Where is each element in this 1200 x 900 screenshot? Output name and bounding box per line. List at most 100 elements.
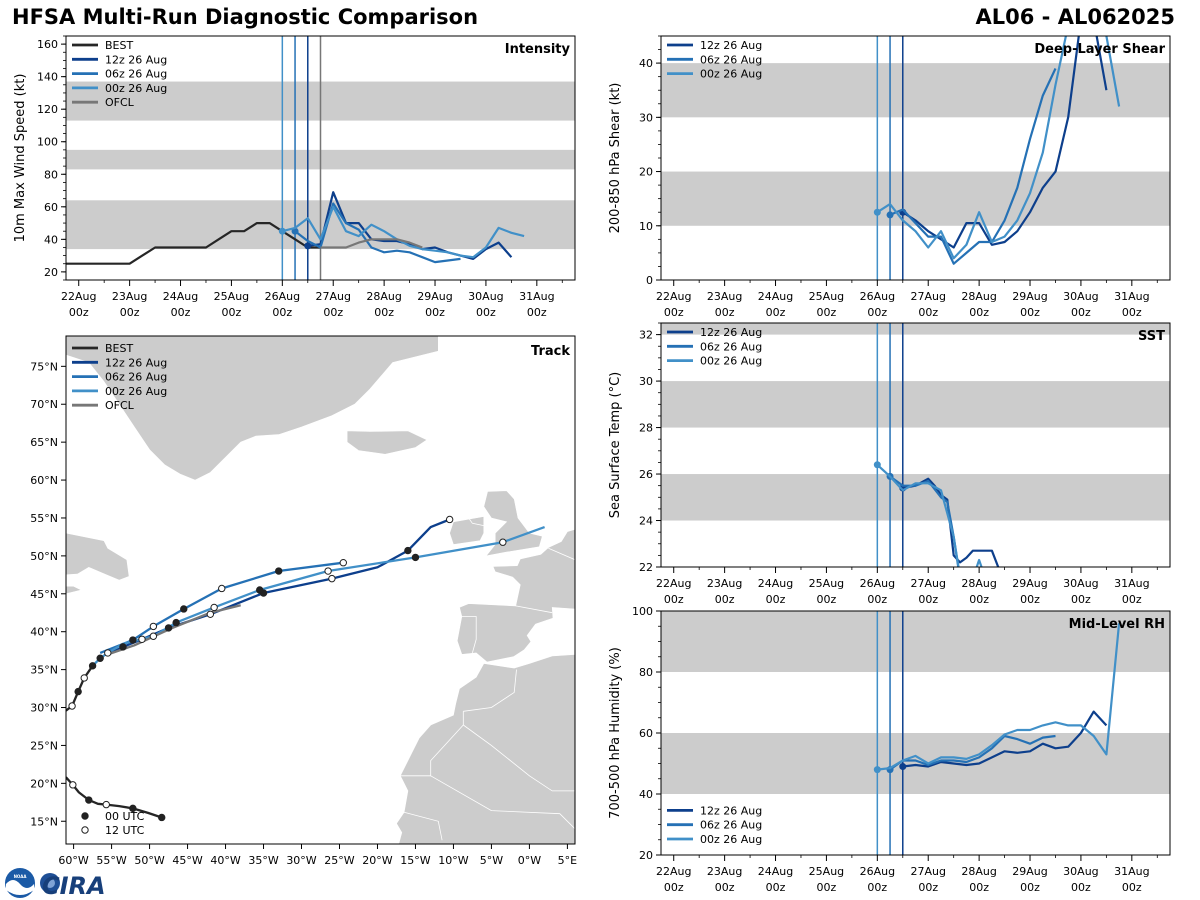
sst-shade-band <box>661 323 1170 335</box>
rh-xtick-day-label: 27Aug <box>910 865 945 878</box>
rh-ytick-label: 100 <box>632 605 653 618</box>
rh-legend-label: 00z 26 Aug <box>700 833 762 846</box>
shear-xtick-day-label: 29Aug <box>1012 290 1047 303</box>
sst-ytick-label: 22 <box>639 561 653 574</box>
rh-ylabel: 700-500 hPa Humidity (%) <box>608 647 623 819</box>
country-border <box>468 517 484 526</box>
track-line-best <box>66 776 163 819</box>
shear-legend-label: 12z 26 Aug <box>700 39 762 52</box>
shear-series-run06z <box>889 68 1057 265</box>
sst-ylabel: Sea Surface Temp (°C) <box>608 372 623 519</box>
sst-legend-label: 06z 26 Aug <box>700 340 762 353</box>
shear-xtick-day-label: 24Aug <box>758 290 793 303</box>
rh-xtick-hour-label: 00z <box>918 881 938 894</box>
track-point-00utc <box>119 643 127 651</box>
shear-shade-band <box>661 171 1170 226</box>
track-ytick-label: 50°N <box>30 550 58 563</box>
rh-xtick-hour-label: 00z <box>1122 881 1142 894</box>
shear-xtick-hour-label: 00z <box>867 306 887 319</box>
track-xtick-label: 5°W <box>480 854 503 867</box>
track-point-12utc <box>206 610 215 618</box>
track-point-12utc <box>218 584 226 593</box>
track-xtick-label: 10°W <box>438 854 468 867</box>
track-xtick-label: 45°W <box>172 854 202 867</box>
shear-xtick-hour-label: 00z <box>817 306 837 319</box>
cira-logo-text: CIRA <box>42 872 106 900</box>
country-border <box>461 616 477 654</box>
newfoundland-landmass <box>66 532 130 581</box>
rh-xtick-day-label: 28Aug <box>961 865 996 878</box>
intensity-xtick-day-label: 24Aug <box>163 290 198 303</box>
sst-xtick-hour-label: 00z <box>715 593 735 606</box>
track-ytick-label: 15°N <box>30 815 58 828</box>
sst-legend-label: 00z 26 Aug <box>700 355 762 368</box>
intensity-ytick-label: 80 <box>44 168 58 181</box>
intensity-plot-area <box>66 36 575 280</box>
rh-xtick-hour-label: 00z <box>867 881 887 894</box>
shear-xtick-day-label: 22Aug <box>656 290 691 303</box>
sst-xtick-day-label: 28Aug <box>961 577 996 590</box>
intensity-series-best <box>66 222 321 265</box>
sst-xtick-hour-label: 00z <box>1122 593 1142 606</box>
track-xtick-label: 55°W <box>96 854 126 867</box>
shear-ylabel: 200-850 hPa Shear (kt) <box>608 83 623 234</box>
rh-xtick-day-label: 24Aug <box>758 865 793 878</box>
track-xtick-label: 35°W <box>248 854 278 867</box>
rh-plot-area <box>661 611 1170 855</box>
intensity-xtick-hour-label: 00z <box>171 306 191 319</box>
track-ytick-label: 75°N <box>30 360 58 373</box>
country-border <box>400 711 464 777</box>
track-xtick-label: 40°W <box>210 854 240 867</box>
track-point-12utc <box>102 800 110 809</box>
rh-series-run06z <box>889 734 1056 771</box>
sst-ytick-label: 30 <box>639 375 653 388</box>
rh-xtick-hour-label: 00z <box>1071 881 1091 894</box>
track-point-00utc <box>96 654 104 662</box>
nova-scotia-landmass <box>66 585 83 595</box>
sst-ytick-label: 28 <box>639 422 653 435</box>
sst-frame <box>660 322 1171 568</box>
sst-xtick-hour-label: 00z <box>766 593 786 606</box>
track-ytick-label: 25°N <box>30 739 58 752</box>
intensity-xtick-hour-label: 00z <box>272 306 292 319</box>
intensity-xtick-hour-label: 00z <box>374 306 394 319</box>
rh-xtick-hour-label: 00z <box>766 881 786 894</box>
rh-series-run00z <box>877 623 1121 771</box>
rh-start-dot-run00z <box>873 766 881 774</box>
shear-xtick-hour-label: 00z <box>766 306 786 319</box>
track-xtick-label: 5°E <box>558 854 577 867</box>
country-border <box>403 811 443 841</box>
rh-ytick-label: 40 <box>639 788 653 801</box>
shear-series-run00z <box>876 36 1121 260</box>
shear-xtick-day-label: 31Aug <box>1114 290 1149 303</box>
sst-xtick-day-label: 29Aug <box>1012 577 1047 590</box>
track-point-00utc <box>180 605 188 613</box>
track-ytick-label: 70°N <box>30 398 58 411</box>
sst-xtick-day-label: 30Aug <box>1063 577 1098 590</box>
rh-xtick-hour-label: 00z <box>715 881 735 894</box>
shear-xtick-hour-label: 00z <box>1020 306 1040 319</box>
shear-legend-label: 00z 26 Aug <box>700 68 762 81</box>
track-point-00utc <box>158 813 166 822</box>
intensity-chart: 20 40 60 80 100 120 140 160 22Aug 00z 23Aug 00z 24Au… <box>13 35 576 319</box>
track-ytick-label: 55°N <box>30 512 58 525</box>
shear-shade-band <box>661 63 1170 118</box>
track-frame <box>65 335 576 845</box>
track-legend-label: BEST <box>105 342 133 355</box>
intensity-legend-label: 06z 26 Aug <box>105 68 167 81</box>
marker-legend-label: 12 UTC <box>105 824 145 837</box>
track-point-00utc <box>256 586 264 594</box>
rh-xtick-day-label: 30Aug <box>1063 865 1098 878</box>
track-point-12utc <box>328 574 336 583</box>
great-britain-landmass <box>483 490 543 557</box>
sst-xtick-day-label: 22Aug <box>656 577 691 590</box>
track-point-00utc <box>411 553 420 562</box>
track-point-12utc <box>499 538 507 546</box>
intensity-xtick-day-label: 31Aug <box>519 290 554 303</box>
shear-ytick-label: 20 <box>639 166 653 179</box>
country-border <box>430 775 575 830</box>
track-legend-label: OFCL <box>105 399 135 412</box>
sst-title: SST <box>1138 329 1165 344</box>
shear-legend-label: 06z 26 Aug <box>700 53 762 66</box>
shear-xtick-hour-label: 00z <box>715 306 735 319</box>
